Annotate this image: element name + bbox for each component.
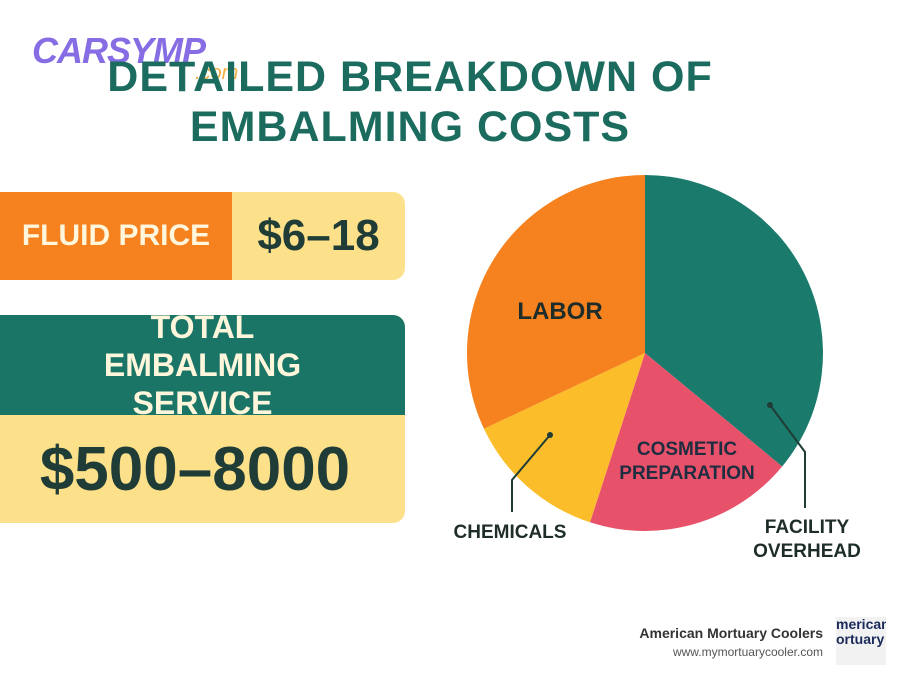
footer-url: www.mymortuarycooler.com [672, 645, 823, 659]
logo: merican ortuary [836, 617, 886, 665]
title: DETAILED BREAKDOWN OF EMBALMING COSTS [107, 53, 713, 151]
watermark-domain: .com [195, 62, 239, 84]
pie-wedge [483, 353, 645, 523]
pie-label: LABOR [517, 298, 603, 325]
pie-label: CHEMICALS [453, 522, 567, 543]
total-label: TOTAL EMBALMING SERVICE [0, 309, 405, 421]
pie-label: FACILITY OVERHEAD [753, 517, 861, 562]
leader-line [769, 404, 806, 508]
logo-text: merican [836, 617, 886, 632]
total-value: $500–8000 [39, 434, 351, 504]
leader-line [511, 434, 551, 512]
pie-wedge [589, 353, 783, 531]
logo-text: ortuary [836, 631, 885, 647]
fluid-value: $6–18 [257, 211, 380, 260]
leader-dot [547, 432, 553, 438]
watermark-brand: CARSYMP [32, 30, 206, 71]
pie-wedge [467, 175, 645, 429]
leader-dot [767, 402, 773, 408]
pie-wedge [645, 175, 823, 467]
pie-label: COSMETIC PREPARATION [619, 439, 755, 484]
footer-company: American Mortuary Coolers [639, 625, 823, 641]
fluid-label: FLUID PRICE [0, 192, 232, 280]
